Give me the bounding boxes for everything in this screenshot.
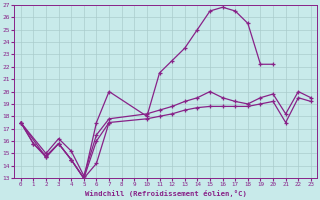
X-axis label: Windchill (Refroidissement éolien,°C): Windchill (Refroidissement éolien,°C) (85, 190, 247, 197)
